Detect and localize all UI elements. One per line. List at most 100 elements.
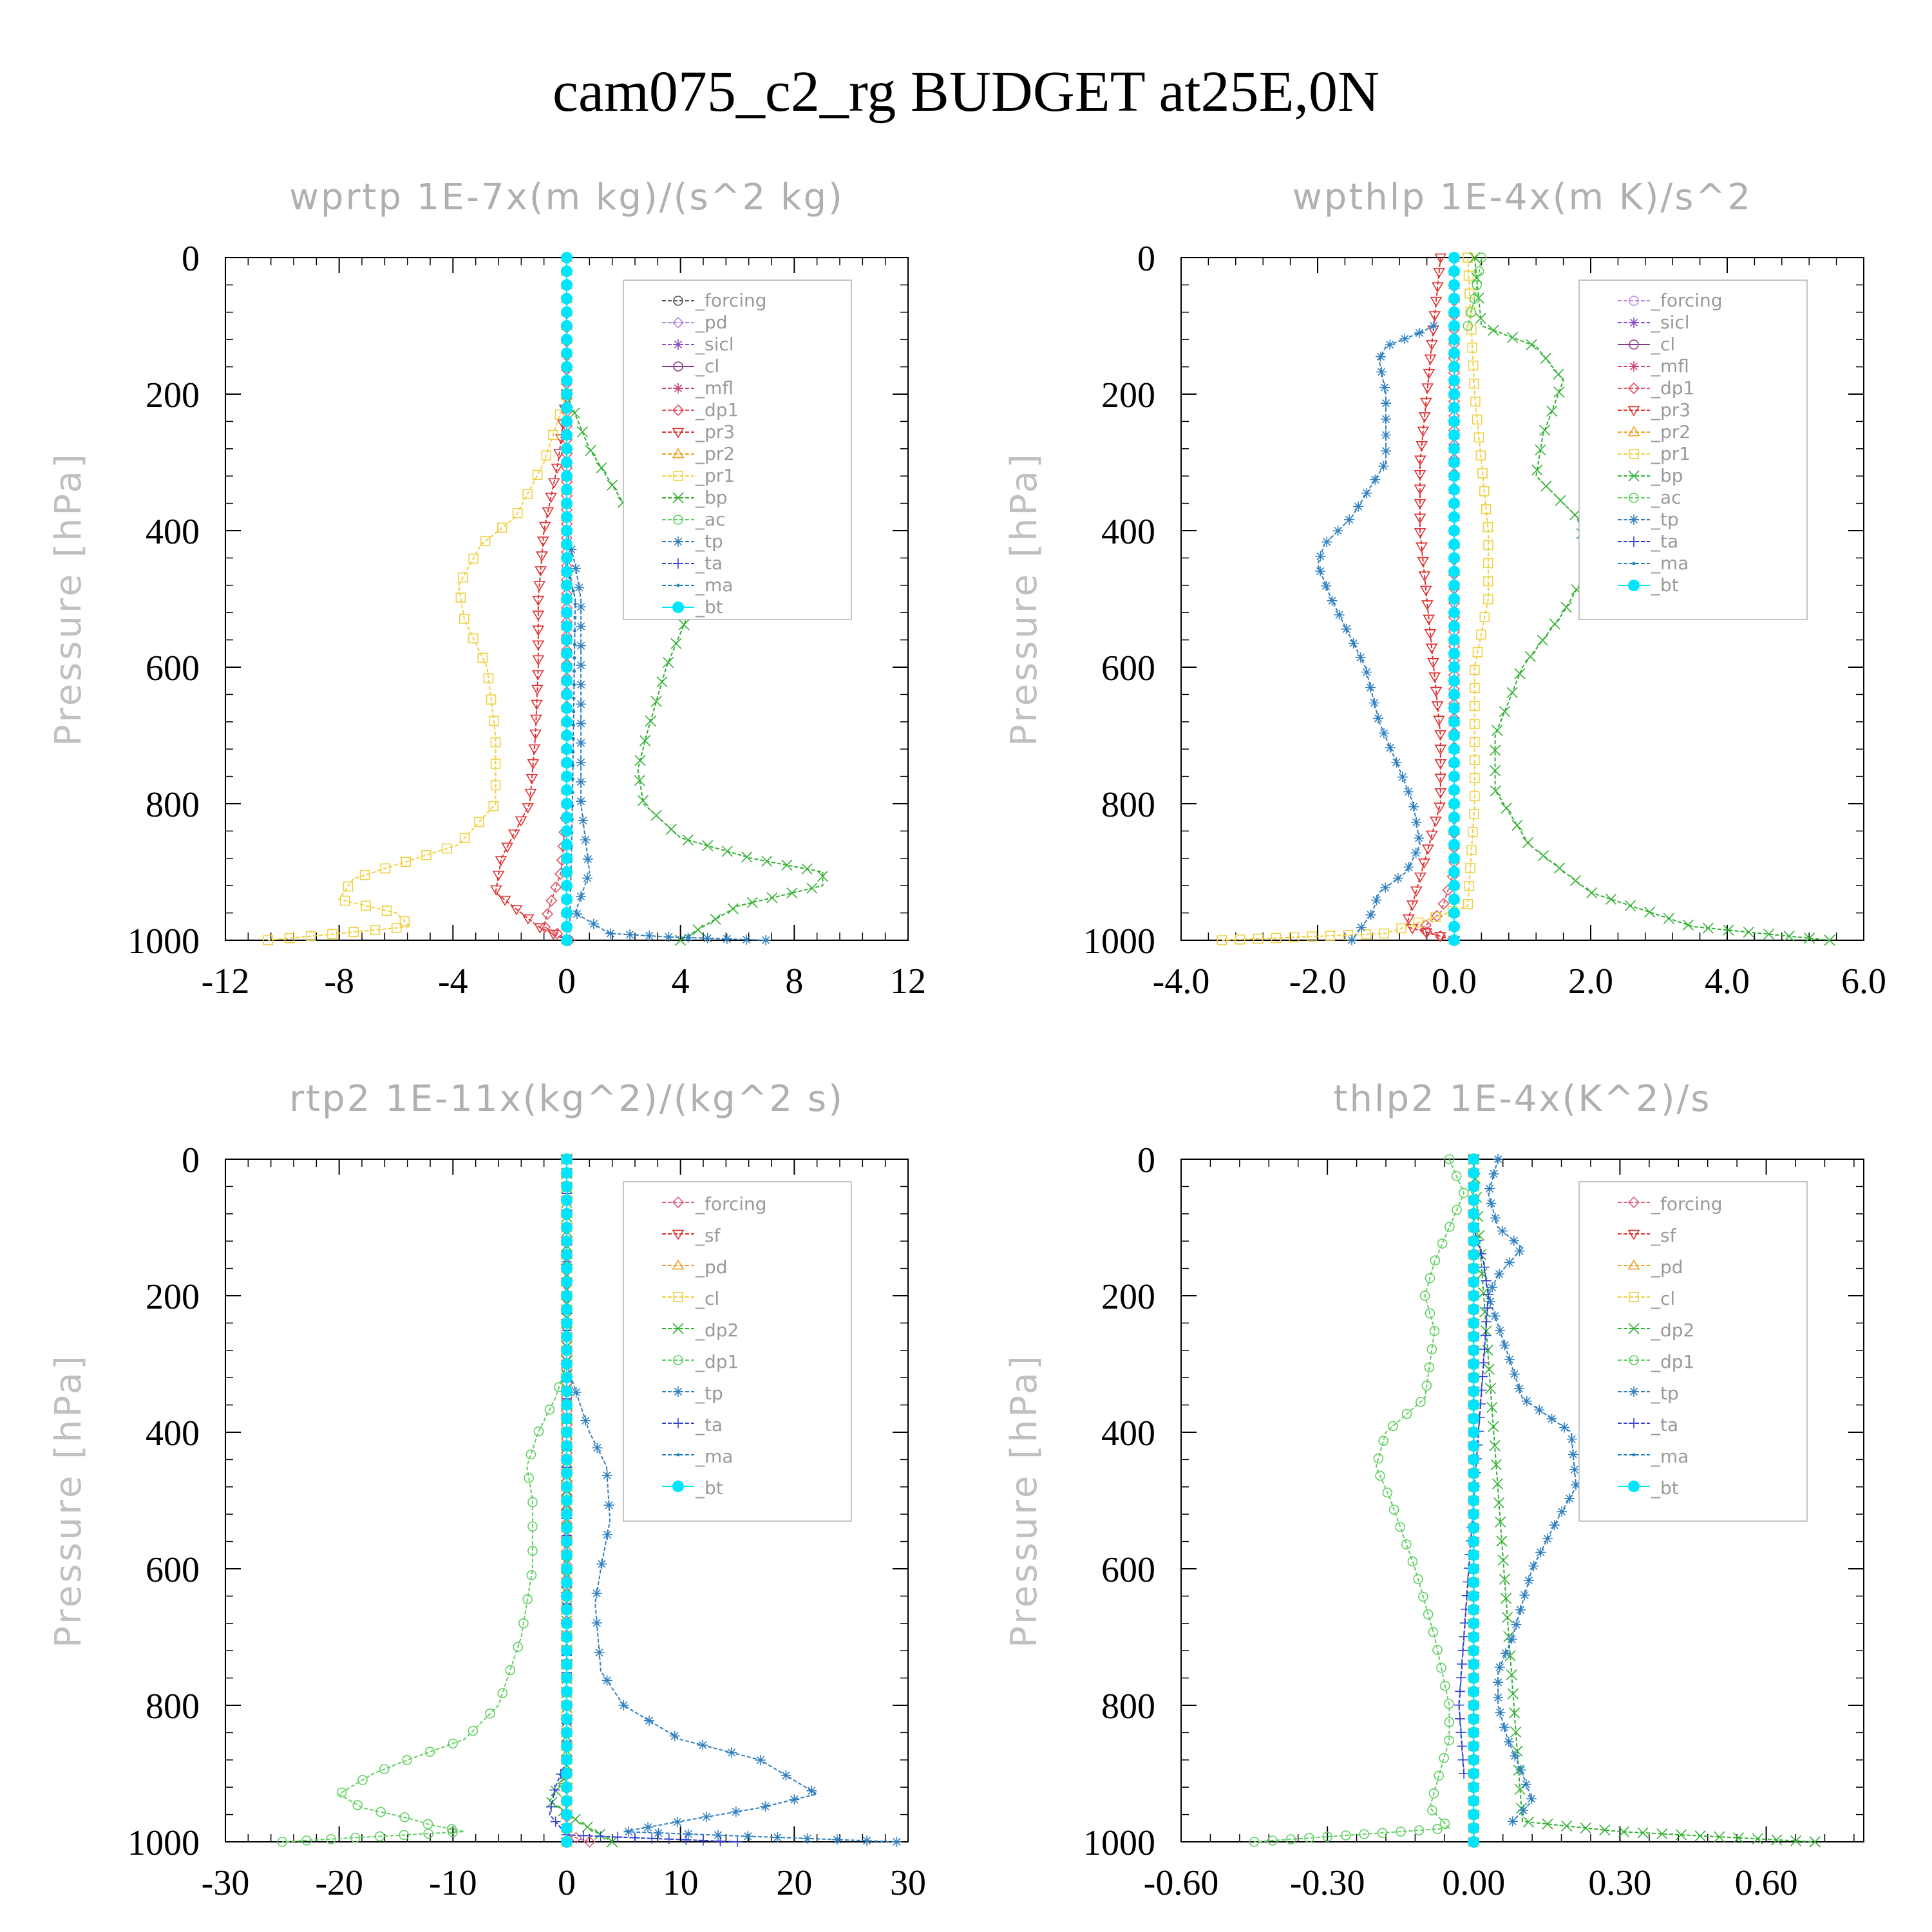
data-point xyxy=(1457,1645,1468,1656)
data-point xyxy=(683,932,694,943)
data-point xyxy=(1468,1822,1480,1834)
y-tick-label: 600 xyxy=(1101,1550,1155,1590)
data-point xyxy=(1468,1454,1480,1466)
data-point xyxy=(1479,1262,1490,1273)
legend-marker xyxy=(1627,426,1640,437)
data-point xyxy=(1472,647,1483,658)
legend-item: _pr3 xyxy=(662,421,735,442)
data-point xyxy=(538,522,551,533)
data-point xyxy=(532,596,545,607)
data-point xyxy=(806,882,818,894)
data-point xyxy=(550,881,562,893)
data-point xyxy=(1499,706,1511,717)
data-point xyxy=(1663,913,1675,924)
data-point xyxy=(1448,647,1460,659)
data-point xyxy=(531,699,543,710)
data-point xyxy=(1586,887,1598,898)
data-point xyxy=(576,757,587,768)
data-point xyxy=(1315,551,1326,562)
data-point xyxy=(1488,325,1499,336)
data-point xyxy=(1564,1493,1575,1504)
data-point xyxy=(343,881,354,892)
legend-item: _dp2 xyxy=(1618,1320,1694,1341)
data-point xyxy=(1468,1754,1480,1766)
data-point xyxy=(1496,1535,1508,1547)
data-point xyxy=(526,1570,537,1580)
data-point xyxy=(1468,1208,1480,1220)
legend-marker xyxy=(1627,1259,1640,1270)
data-point xyxy=(1424,629,1437,639)
series-pr3 xyxy=(1402,253,1461,947)
data-point xyxy=(561,1836,573,1848)
data-point xyxy=(561,702,573,714)
data-point xyxy=(1432,715,1445,726)
x-tick-label: 4 xyxy=(672,961,690,1001)
data-point xyxy=(1285,1834,1296,1844)
data-point xyxy=(527,1521,538,1532)
data-point xyxy=(1448,374,1460,386)
data-point xyxy=(1507,1688,1519,1700)
series-ac xyxy=(1463,252,1487,331)
data-point xyxy=(1482,1289,1493,1300)
data-point xyxy=(1492,1478,1503,1490)
data-point xyxy=(1448,920,1460,933)
data-point xyxy=(1481,1316,1492,1327)
data-point xyxy=(526,1449,536,1460)
data-point xyxy=(1434,788,1447,799)
data-point xyxy=(1448,497,1460,509)
data-point xyxy=(561,1399,573,1411)
data-point xyxy=(1534,1405,1545,1416)
data-point xyxy=(561,593,573,605)
legend-label: _forcing xyxy=(695,1193,767,1215)
data-point xyxy=(532,611,545,621)
legend-item: _ma xyxy=(1618,1446,1689,1467)
data-point xyxy=(576,640,587,651)
data-point xyxy=(1482,522,1493,533)
data-point xyxy=(1448,702,1460,714)
y-tick-label: 400 xyxy=(1101,512,1155,552)
data-point xyxy=(518,1618,529,1629)
data-point xyxy=(522,489,533,499)
data-point xyxy=(1425,1308,1435,1319)
data-point xyxy=(1395,1522,1406,1532)
data-point xyxy=(486,694,497,705)
data-point xyxy=(1378,460,1389,471)
data-point xyxy=(576,718,587,729)
data-point xyxy=(541,908,554,920)
legend-item: _ac xyxy=(662,509,726,530)
data-point xyxy=(1569,875,1581,887)
data-point xyxy=(459,833,470,843)
series-line xyxy=(566,393,824,941)
data-point xyxy=(1448,361,1460,373)
legend-item: _forcing xyxy=(662,1193,767,1215)
data-point xyxy=(1396,1826,1406,1837)
data-point xyxy=(561,798,573,810)
data-point xyxy=(1553,368,1564,380)
legend-item: _pr1 xyxy=(662,465,735,486)
data-point xyxy=(401,857,412,867)
data-point xyxy=(561,320,573,332)
data-point xyxy=(1468,1303,1480,1316)
data-point xyxy=(530,714,542,725)
data-point xyxy=(1414,469,1426,480)
data-point xyxy=(1307,931,1318,942)
data-point xyxy=(1484,1183,1495,1194)
data-point xyxy=(561,661,573,673)
legend-label: _tp xyxy=(1651,1383,1679,1404)
data-point xyxy=(455,592,466,603)
legend-label: _dp1 xyxy=(1651,377,1694,399)
data-point xyxy=(1437,898,1450,910)
data-point xyxy=(554,409,565,420)
data-point xyxy=(1479,612,1490,622)
legend-label: _sf xyxy=(695,1225,721,1246)
data-point xyxy=(1431,701,1444,712)
data-point xyxy=(561,880,573,892)
data-point xyxy=(592,1443,603,1454)
legend-item: _sicl xyxy=(662,334,734,355)
data-point xyxy=(1476,629,1486,640)
data-point xyxy=(678,619,690,630)
legend-label: _bp xyxy=(695,487,728,508)
data-point xyxy=(561,457,573,468)
legend-label: _tp xyxy=(695,1383,723,1404)
data-point xyxy=(1470,701,1480,712)
